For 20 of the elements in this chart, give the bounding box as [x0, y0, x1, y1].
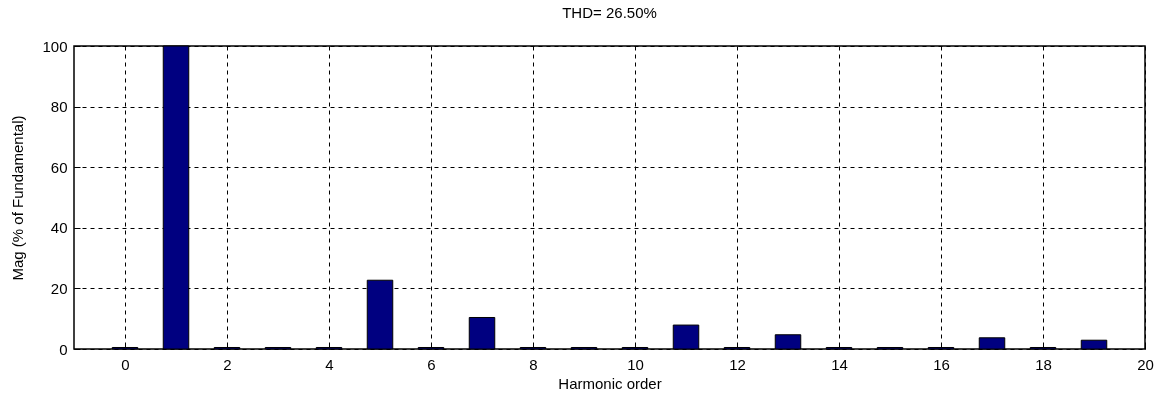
x-axis-title: Harmonic order: [558, 374, 662, 392]
x-tick-label: 4: [325, 355, 334, 373]
x-tick-label: 10: [627, 355, 644, 373]
y-tick-label: 80: [50, 98, 68, 116]
x-tick-label: 18: [1035, 355, 1052, 373]
x-tick-label: 8: [529, 355, 538, 373]
y-axis-title: Mag (% of Fundamental): [9, 115, 27, 281]
x-tick-label: 12: [729, 355, 746, 373]
x-tick-label: 20: [1137, 355, 1154, 373]
y-tick-label: 40: [50, 219, 68, 237]
y-tick-label: 0: [59, 340, 68, 358]
y-tick-label: 60: [50, 158, 68, 176]
y-tick-label: 100: [42, 37, 68, 55]
x-tick-label: 0: [121, 355, 130, 373]
x-tick-label: 2: [223, 355, 232, 373]
x-tick-label: 6: [427, 355, 436, 373]
y-tick-label: 20: [50, 279, 68, 297]
x-tick-label: 14: [831, 355, 848, 373]
chart-title: THD= 26.50%: [562, 4, 657, 21]
x-tick-label: 16: [933, 355, 950, 373]
